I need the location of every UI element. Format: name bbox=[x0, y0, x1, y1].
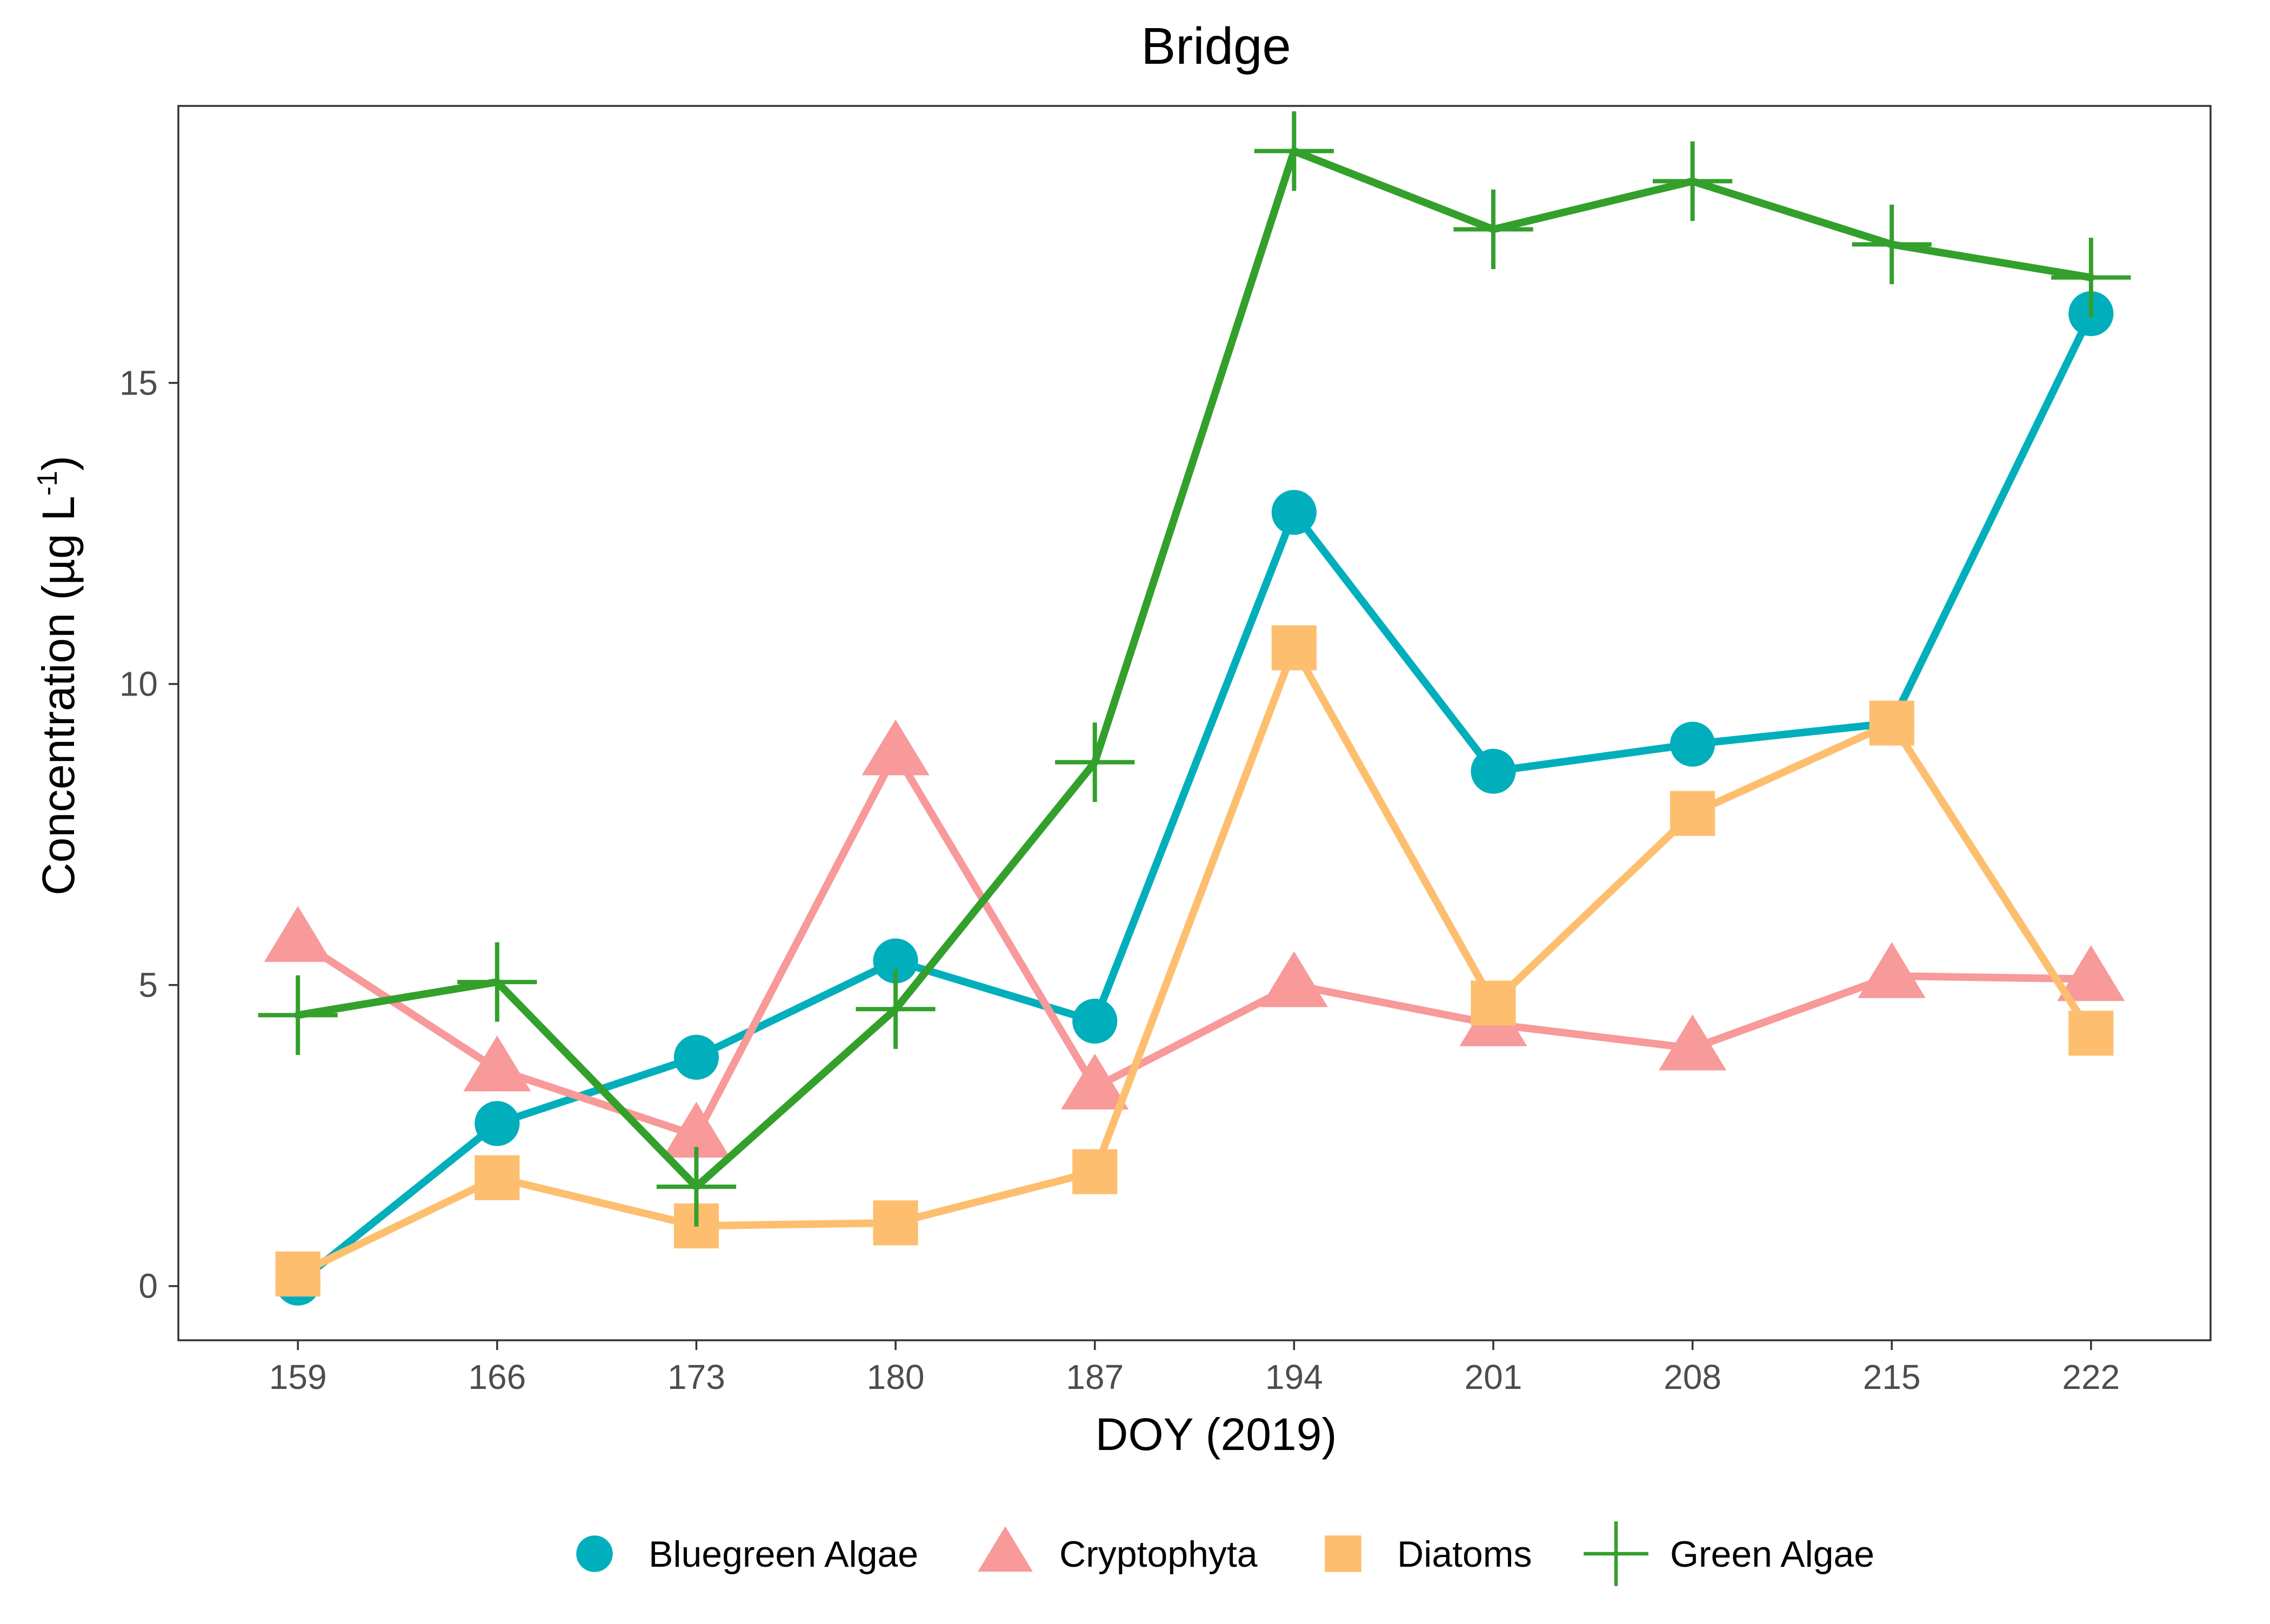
legend-label-green-algae: Green Algae bbox=[1670, 1534, 1874, 1575]
data-point-bluegreen-algae bbox=[1670, 721, 1715, 767]
data-point-cryptophyta bbox=[1659, 1014, 1727, 1071]
chart-title: Bridge bbox=[1141, 17, 1291, 75]
data-point-green-algae bbox=[856, 969, 936, 1049]
legend-item-diatoms: Diatoms bbox=[1325, 1534, 1532, 1575]
data-point-cryptophyta bbox=[264, 906, 332, 962]
x-tick-label: 222 bbox=[2062, 1358, 2120, 1396]
data-point-diatoms bbox=[475, 1155, 520, 1200]
legend: Bluegreen Algae Cryptophyta Diatoms Green A… bbox=[576, 1521, 1874, 1586]
data-point-diatoms bbox=[873, 1200, 918, 1246]
y-axis-title-superscript: -1 bbox=[32, 471, 63, 496]
series-bluegreen-algae bbox=[275, 291, 2114, 1306]
panel-border bbox=[177, 105, 2212, 1341]
data-point-cryptophyta bbox=[662, 1101, 730, 1158]
data-point-green-algae bbox=[1852, 204, 1932, 284]
x-tick-label: 201 bbox=[1465, 1358, 1523, 1396]
data-point-bluegreen-algae bbox=[1072, 998, 1118, 1044]
legend-key-green-algae bbox=[1584, 1521, 1648, 1586]
y-tick-label: 5 bbox=[138, 966, 158, 1005]
data-point-bluegreen-algae bbox=[873, 938, 918, 984]
data-point-green-algae bbox=[2051, 237, 2131, 318]
series-line-diatoms bbox=[294, 644, 2095, 1278]
x-tick-label: 159 bbox=[269, 1358, 327, 1396]
y-tick-label: 10 bbox=[119, 665, 158, 704]
data-point-diatoms bbox=[1072, 1149, 1118, 1194]
data-point-green-algae bbox=[258, 975, 338, 1055]
x-axis-title: DOY (2019) bbox=[1096, 1409, 1337, 1460]
data-point-bluegreen-algae bbox=[475, 1101, 520, 1146]
data-point-diatoms bbox=[2068, 1011, 2114, 1056]
data-point-diatoms bbox=[1869, 700, 1914, 746]
legend-label-diatoms: Diatoms bbox=[1397, 1534, 1532, 1575]
x-tick-label: 208 bbox=[1664, 1358, 1721, 1396]
series-line-bluegreen-algae bbox=[294, 310, 2095, 1287]
data-point-bluegreen-algae bbox=[1471, 748, 1516, 794]
data-point-cryptophyta bbox=[1260, 951, 1328, 1007]
series-line-cryptophyta bbox=[294, 749, 2095, 1140]
data-point-diatoms bbox=[275, 1251, 321, 1297]
y-axis-title-main: Concentration (µg L bbox=[33, 496, 84, 895]
x-tick-label: 187 bbox=[1066, 1358, 1124, 1396]
series-diatoms bbox=[275, 625, 2114, 1297]
data-point-cryptophyta bbox=[862, 719, 930, 776]
data-point-bluegreen-algae bbox=[673, 1034, 719, 1080]
data-point-green-algae bbox=[457, 942, 537, 1022]
x-tick-label: 173 bbox=[667, 1358, 725, 1396]
legend-label-bluegreen-algae: Bluegreen Algae bbox=[649, 1534, 918, 1575]
legend-label-cryptophyta: Cryptophyta bbox=[1059, 1534, 1258, 1575]
data-point-green-algae bbox=[1055, 722, 1135, 803]
data-point-cryptophyta bbox=[2057, 945, 2125, 1001]
x-tick-label: 215 bbox=[1863, 1358, 1921, 1396]
y-tick-label: 0 bbox=[138, 1267, 158, 1306]
series-green-algae bbox=[258, 111, 2131, 1227]
legend-key-cryptophyta bbox=[978, 1526, 1033, 1572]
data-point-green-algae bbox=[656, 1147, 737, 1227]
series-line-green-algae bbox=[294, 147, 2095, 1191]
data-point-bluegreen-algae bbox=[1271, 490, 1317, 535]
data-point-green-algae bbox=[1453, 189, 1533, 269]
data-point-cryptophyta bbox=[1061, 1053, 1129, 1110]
legend-item-green-algae: Green Algae bbox=[1584, 1521, 1874, 1586]
data-point-cryptophyta bbox=[1858, 942, 1926, 998]
x-tick-label: 194 bbox=[1265, 1358, 1323, 1396]
data-point-diatoms bbox=[1670, 791, 1715, 836]
data-point-green-algae bbox=[1652, 141, 1733, 221]
data-point-diatoms bbox=[1271, 625, 1317, 671]
data-point-cryptophyta bbox=[463, 1035, 531, 1092]
plot-area: 0 5 10 15 159 166 173 180 187 194 201 208 215 222 bbox=[119, 105, 2212, 1396]
x-tick-label: 166 bbox=[468, 1358, 526, 1396]
y-tick-label: 15 bbox=[119, 364, 158, 403]
x-tick-label: 180 bbox=[867, 1358, 925, 1396]
legend-key-bluegreen-algae bbox=[576, 1535, 613, 1572]
data-point-diatoms bbox=[1471, 980, 1516, 1026]
legend-item-cryptophyta: Cryptophyta bbox=[978, 1526, 1258, 1575]
legend-item-bluegreen-algae: Bluegreen Algae bbox=[576, 1534, 918, 1575]
y-axis-title: Concentration (µg L-1) bbox=[32, 456, 84, 895]
y-axis-title-close: ) bbox=[33, 456, 84, 471]
data-point-green-algae bbox=[1254, 111, 1334, 191]
series-cryptophyta bbox=[264, 719, 2125, 1158]
legend-key-diatoms bbox=[1325, 1535, 1361, 1572]
